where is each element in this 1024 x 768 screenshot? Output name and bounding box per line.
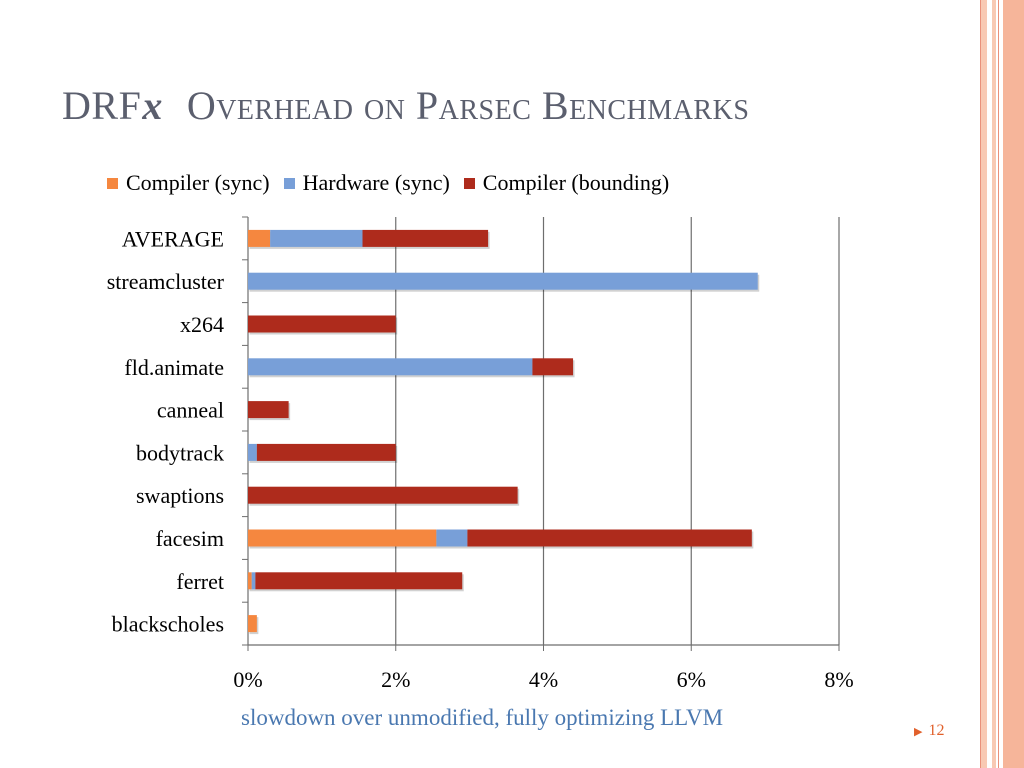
bar-segment-compiler-sync [248,615,257,633]
page-number: ▶ 12 [914,722,944,740]
triangle-icon: ▶ [914,725,923,738]
decor-stripe [981,0,987,768]
bar-segment-compiler-bounding [532,358,574,376]
legend-label: Hardware (sync) [302,170,450,195]
category-label: ferret [176,569,224,594]
slide-title: DRFx Overhead on Parsec Benchmarks [62,82,749,129]
chart-legend: Compiler (sync) Hardware (sync) Compiler… [107,170,683,196]
category-label: facesim [156,526,224,551]
category-label: swaptions [136,483,224,508]
bar-segment-hardware-sync [251,572,256,590]
category-label: x264 [180,312,224,337]
bar-segment-compiler-bounding [255,572,463,590]
bar-segment-hardware-sync [248,358,533,376]
page-number-value: 12 [928,722,945,739]
x-tick-label: 0% [233,667,262,692]
category-label: blackscholes [112,612,224,637]
category-label: bodytrack [136,440,224,465]
legend-swatch [463,177,475,189]
decor-stripe [992,0,996,768]
category-label: canneal [157,398,224,423]
x-axis-caption: slowdown over unmodified, fully optimizi… [241,705,724,730]
category-label: fld.animate [124,355,224,380]
legend-swatch [283,177,295,189]
category-label: AVERAGE [122,226,224,251]
bar-segment-hardware-sync [270,229,363,247]
x-tick-label: 8% [824,667,853,692]
legend-item-compiler-bounding: Compiler (bounding) [463,170,670,196]
legend-item-hardware-sync: Hardware (sync) [283,170,450,196]
bar-segment-hardware-sync [436,529,468,547]
x-tick-label: 6% [677,667,706,692]
legend-item-compiler-sync: Compiler (sync) [107,170,270,196]
legend-label: Compiler (bounding) [482,170,670,195]
bar-segment-compiler-sync [248,529,437,547]
bar-segment-compiler-bounding [362,229,489,247]
bar-segment-compiler-bounding [467,529,752,547]
category-label: streamcluster [107,269,225,294]
bar-segment-compiler-bounding [248,315,396,333]
decor-stripe [1003,0,1024,768]
bar-segment-compiler-bounding [256,443,396,461]
bar-segment-compiler-bounding [248,401,289,419]
legend-label: Compiler (sync) [126,170,270,195]
decor-line [980,0,981,768]
x-tick-label: 4% [529,667,558,692]
title-text: Overhead on Parsec Benchmarks [186,83,750,128]
bar-segment-compiler-bounding [248,486,518,504]
title-prefix: DRF [62,83,142,128]
bar-segment-hardware-sync [248,443,257,461]
title-variable: x [142,83,163,128]
decor-line [998,0,999,768]
bar-segment-compiler-sync [248,229,271,247]
x-tick-label: 2% [381,667,410,692]
bar-segment-hardware-sync [248,272,758,290]
legend-swatch [107,177,118,189]
bar-segment-compiler-sync [248,572,252,590]
